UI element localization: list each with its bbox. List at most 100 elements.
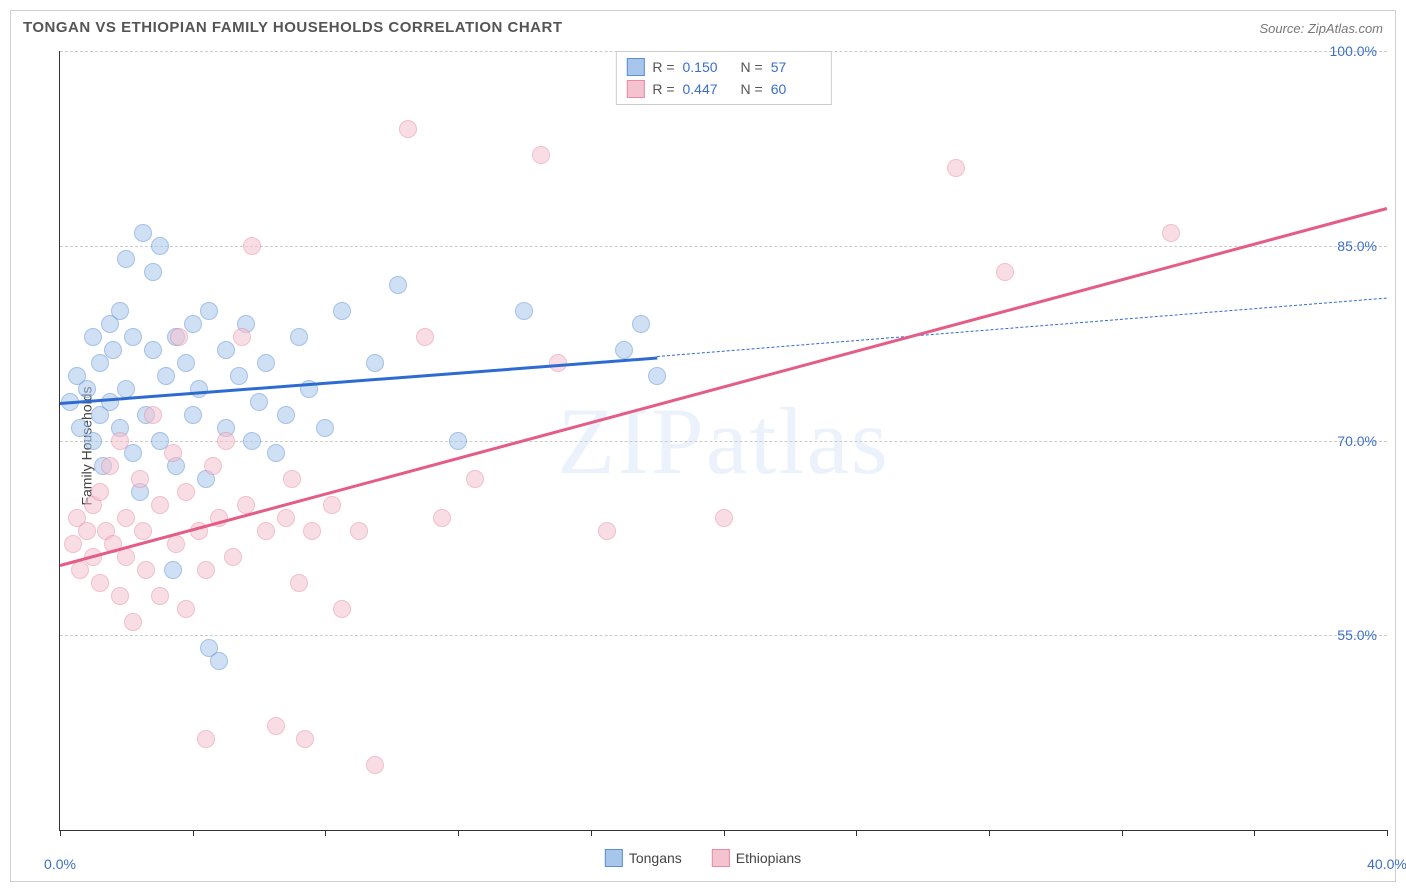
data-point <box>157 367 175 385</box>
data-point <box>303 522 321 540</box>
data-point <box>151 496 169 514</box>
data-point <box>111 432 129 450</box>
plot-area: ZIPatlas R =0.150N =57R =0.447N =60 55.0… <box>59 51 1387 831</box>
data-point <box>257 354 275 372</box>
data-point <box>151 587 169 605</box>
data-point <box>177 600 195 618</box>
x-tick <box>724 830 725 836</box>
data-point <box>124 444 142 462</box>
chart-container: TONGAN VS ETHIOPIAN FAMILY HOUSEHOLDS CO… <box>10 10 1396 882</box>
data-point <box>101 457 119 475</box>
data-point <box>230 367 248 385</box>
data-point <box>316 419 334 437</box>
data-point <box>204 457 222 475</box>
data-point <box>233 328 251 346</box>
data-point <box>433 509 451 527</box>
data-point <box>91 483 109 501</box>
data-point <box>277 406 295 424</box>
data-point <box>210 652 228 670</box>
data-point <box>164 561 182 579</box>
y-tick-label: 100.0% <box>1330 43 1377 59</box>
stat-r-label: R = <box>652 81 674 97</box>
data-point <box>283 470 301 488</box>
data-point <box>333 302 351 320</box>
data-point <box>137 561 155 579</box>
data-point <box>257 522 275 540</box>
y-tick-label: 55.0% <box>1337 627 1377 643</box>
data-point <box>117 509 135 527</box>
gridline <box>60 51 1387 52</box>
data-point <box>449 432 467 450</box>
data-point <box>78 380 96 398</box>
data-point <box>164 444 182 462</box>
data-point <box>947 159 965 177</box>
data-point <box>250 393 268 411</box>
data-point <box>151 237 169 255</box>
data-point <box>598 522 616 540</box>
data-point <box>144 406 162 424</box>
x-tick-label: 40.0% <box>1367 856 1406 872</box>
data-point <box>416 328 434 346</box>
legend-stats-box: R =0.150N =57R =0.447N =60 <box>615 51 831 105</box>
data-point <box>323 496 341 514</box>
data-point <box>177 483 195 501</box>
data-point <box>277 509 295 527</box>
data-point <box>144 341 162 359</box>
data-point <box>144 263 162 281</box>
bottom-legend: TongansEthiopians <box>605 849 801 867</box>
stat-r-value: 0.150 <box>683 59 733 75</box>
data-point <box>91 574 109 592</box>
legend-swatch <box>605 849 623 867</box>
data-point <box>104 341 122 359</box>
data-point <box>296 730 314 748</box>
stat-r-value: 0.447 <box>683 81 733 97</box>
data-point <box>197 561 215 579</box>
trend-line <box>60 356 657 404</box>
legend-label: Tongans <box>629 850 682 866</box>
x-tick <box>989 830 990 836</box>
x-tick <box>325 830 326 836</box>
data-point <box>134 224 152 242</box>
chart-source: Source: ZipAtlas.com <box>1259 21 1383 36</box>
data-point <box>243 237 261 255</box>
stat-n-label: N = <box>741 81 763 97</box>
stat-n-value: 57 <box>771 59 821 75</box>
data-point <box>167 535 185 553</box>
data-point <box>224 548 242 566</box>
data-point <box>290 574 308 592</box>
gridline <box>60 635 1387 636</box>
data-point <box>124 613 142 631</box>
data-point <box>84 432 102 450</box>
x-tick <box>458 830 459 836</box>
data-point <box>350 522 368 540</box>
x-tick <box>1254 830 1255 836</box>
data-point <box>399 120 417 138</box>
legend-stats-row: R =0.150N =57 <box>626 56 820 78</box>
data-point <box>217 341 235 359</box>
data-point <box>267 444 285 462</box>
stat-r-label: R = <box>652 59 674 75</box>
data-point <box>184 406 202 424</box>
data-point <box>1162 224 1180 242</box>
x-tick <box>193 830 194 836</box>
data-point <box>389 276 407 294</box>
stat-n-value: 60 <box>771 81 821 97</box>
y-tick-label: 85.0% <box>1337 238 1377 254</box>
legend-swatch <box>626 58 644 76</box>
x-tick <box>591 830 592 836</box>
data-point <box>170 328 188 346</box>
legend-item: Tongans <box>605 849 682 867</box>
data-point <box>217 432 235 450</box>
data-point <box>78 522 96 540</box>
data-point <box>532 146 550 164</box>
data-point <box>111 302 129 320</box>
data-point <box>200 302 218 320</box>
data-point <box>177 354 195 372</box>
data-point <box>267 717 285 735</box>
data-point <box>101 393 119 411</box>
x-tick <box>60 830 61 836</box>
data-point <box>134 522 152 540</box>
data-point <box>366 354 384 372</box>
data-point <box>466 470 484 488</box>
data-point <box>117 548 135 566</box>
